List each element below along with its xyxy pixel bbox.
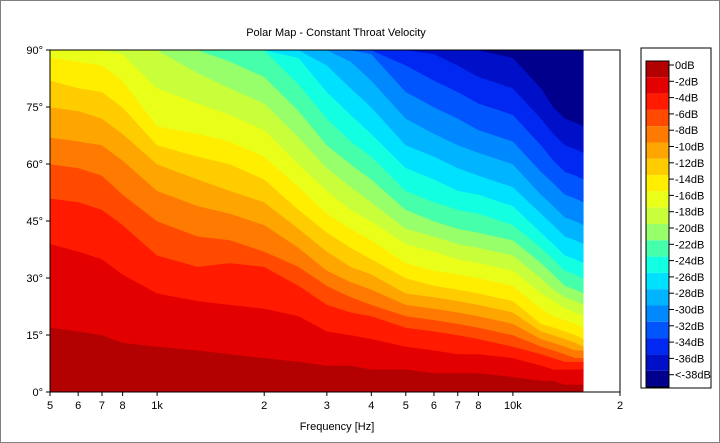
legend-swatch <box>646 77 669 94</box>
legend-label: -36dB <box>675 353 704 365</box>
legend-swatch <box>646 109 669 127</box>
y-tick-label: 90° <box>26 45 43 57</box>
legend-swatch <box>646 61 669 78</box>
legend-swatch <box>646 370 669 387</box>
legend-label: -12dB <box>675 158 704 170</box>
x-tick-label: 3 <box>324 400 330 412</box>
axis-ticks: 5 6 7 8 1k 2 3 4 5 6 7 8 10k 2 0° 15° 30° 45° 60° 75° 90° <box>26 45 623 412</box>
legend-swatch <box>646 256 669 273</box>
y-tick-label: 30° <box>26 273 43 285</box>
x-axis-label: Frequency [Hz] <box>300 421 375 433</box>
x-tick-label: 7 <box>99 400 105 412</box>
legend-swatch <box>646 207 669 224</box>
legend-label: -32dB <box>675 321 704 333</box>
legend-swatch-border <box>645 60 670 388</box>
x-tick-label: 6 <box>431 400 437 412</box>
legend: 0dB -2dB -4dB -6dB -8dB -10dB -12dB -14dB -16dB -… <box>640 47 712 389</box>
y-tick-label: 75° <box>26 102 43 114</box>
legend-label: -16dB <box>675 190 704 202</box>
legend-label: -18dB <box>675 207 704 219</box>
legend-label: -20dB <box>675 223 704 235</box>
x-tick-label: 1k <box>151 400 163 412</box>
legend-label: -6dB <box>675 109 698 121</box>
legend-swatch <box>646 338 669 355</box>
contour-fills <box>49 49 620 392</box>
legend-swatch <box>646 354 669 371</box>
y-tick-label: 15° <box>26 330 43 342</box>
x-tick-label: 7 <box>455 400 461 412</box>
legend-label: -8dB <box>675 125 698 137</box>
x-tick-label: 8 <box>475 400 481 412</box>
legend-swatch <box>646 158 669 176</box>
legend-label: -14dB <box>675 174 704 186</box>
legend-swatch <box>646 224 669 241</box>
legend-label: -34dB <box>675 337 704 349</box>
legend-swatch <box>646 93 669 110</box>
x-tick-label: 6 <box>75 400 81 412</box>
legend-label: 0dB <box>675 60 695 72</box>
legend-label: -22dB <box>675 239 704 251</box>
x-tick-label: 2 <box>261 400 267 412</box>
x-tick-label: 8 <box>120 400 126 412</box>
legend-label: -2dB <box>675 76 698 88</box>
legend-swatch <box>646 289 669 306</box>
legend-swatch <box>646 321 669 339</box>
legend-swatch <box>646 272 669 290</box>
x-tick-label: 5 <box>47 400 53 412</box>
x-tick-label: 5 <box>403 400 409 412</box>
chart-title: Polar Map - Constant Throat Velocity <box>246 27 426 39</box>
legend-label: <-38dB <box>675 370 711 382</box>
legend-label: -26dB <box>675 272 704 284</box>
legend-label: -4dB <box>675 93 698 105</box>
x-tick-label: 2 <box>617 400 623 412</box>
legend-label: -30dB <box>675 305 704 317</box>
x-tick-label: 4 <box>368 400 374 412</box>
legend-label: -10dB <box>675 142 704 154</box>
y-tick-label: 45° <box>26 216 43 228</box>
no-data-region <box>583 50 620 392</box>
legend-swatch <box>646 142 669 159</box>
legend-swatch <box>646 240 669 257</box>
x-tick-label: 10k <box>504 400 522 412</box>
legend-swatch <box>646 175 669 192</box>
legend-swatch <box>646 126 669 143</box>
y-tick-label: 0° <box>32 387 43 399</box>
legend-label: -28dB <box>675 288 704 300</box>
legend-swatch <box>646 191 669 208</box>
legend-label: -24dB <box>675 256 704 268</box>
legend-swatch <box>646 305 669 322</box>
y-tick-label: 60° <box>26 159 43 171</box>
